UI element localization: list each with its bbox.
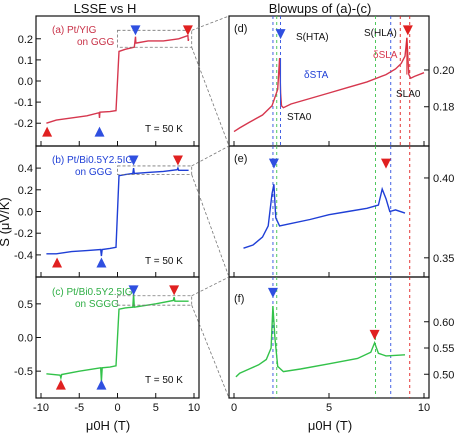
panel-d-red-marker	[402, 25, 413, 36]
panel-c-label-line1: (c) Pt/Bi0.5Y2.5IG	[52, 287, 133, 298]
panel-a-label-line1: (a) Pt/YIG	[52, 25, 97, 36]
panel-c-xtick-label-2: 0	[114, 402, 120, 414]
left-title: LSSE vs H	[74, 1, 137, 16]
panel-f-xtick-label-1: 5	[326, 402, 332, 414]
panel-b-zoom-box	[117, 165, 193, 176]
panel-c-xtick-label-0: -10	[33, 402, 49, 414]
panel-c-xtick-label-1: -5	[74, 402, 84, 414]
panel-b-ytick-label-2: 0.0	[18, 207, 33, 219]
plot-layer: -0.2 -0.1 0.0 0.1 0.2 -0.4 -0.2 0.0 0.2 0.4 -0.5 0.…	[14, 15, 454, 414]
panel-f-label: (f)	[234, 293, 244, 305]
panel-f-xtick-label-2: 10	[418, 402, 430, 414]
panel-f-blue-marker	[267, 287, 278, 298]
panel-c-blue-marker-0	[96, 379, 107, 390]
annotation-delta-s-la: δSLA	[373, 50, 398, 61]
panel-f-red-marker	[369, 329, 380, 340]
panel-b-zoom-connector-bottom	[191, 174, 230, 278]
panel-a-ytick-label-4: 0.2	[18, 34, 33, 46]
panel-b-ytick-label-0: -0.4	[14, 250, 33, 262]
annotation-s-hla: S(HLA)	[364, 28, 397, 39]
panel-a-zoom-connector-bottom	[191, 47, 230, 147]
x-axis-label-left: μ0H (T)	[86, 418, 130, 433]
panel-c-ytick-label-1: 0.0	[18, 333, 33, 345]
panel-b-temperature: T = 50 K	[145, 256, 183, 267]
panel-e-ytick-label-0: 0.35	[433, 253, 454, 265]
panel-c-temperature: T = 50 K	[145, 375, 183, 386]
panel-d-blue-marker	[275, 29, 286, 40]
panel-d-frame	[228, 15, 430, 147]
panel-d: (d)	[228, 15, 430, 147]
panel-c-zoom-box	[117, 295, 193, 306]
annotation-delta-s-ta: δSTA	[304, 70, 329, 81]
panel-f-frame	[228, 276, 430, 399]
panel-f-ytick-label-2: 0.60	[433, 317, 454, 329]
panel-d-label: (d)	[234, 23, 247, 35]
panel-a-zoom-box	[117, 29, 193, 48]
panel-f-series-0-line	[235, 305, 406, 378]
panel-b-ytick-label-4: 0.4	[18, 163, 33, 175]
panel-a-zoom-connector-top	[191, 15, 230, 31]
panel-d-ytick-label-0: 0.18	[433, 102, 454, 114]
panel-a-blue-marker-0	[94, 126, 105, 137]
panel-b-zoom-connector-top	[191, 145, 230, 167]
panel-b-red-marker-0	[52, 257, 63, 268]
panel-c-ytick-label-0: -0.5	[14, 366, 33, 378]
panel-f: (f)	[228, 276, 430, 399]
right-title: Blowups of (a)-(c)	[269, 1, 372, 16]
panel-c-red-marker-1	[169, 285, 180, 296]
panel-c-zoom-connector-top	[191, 276, 230, 297]
panel-a-red-marker-1	[182, 25, 193, 36]
y-axis-label: S (μV/K)	[0, 197, 12, 246]
panel-a-blue-marker-1	[130, 25, 141, 36]
panel-a-ytick-label-3: 0.1	[18, 55, 33, 67]
panel-b-ytick-label-3: 0.2	[18, 185, 33, 197]
panel-c-series-0-line	[46, 293, 189, 382]
panel-b-red-marker-1	[172, 155, 183, 166]
panel-e-blue-marker	[268, 158, 279, 169]
panel-c-ytick-label-2: 0.5	[18, 299, 33, 311]
panel-c-blue-marker-1	[128, 285, 139, 296]
panel-d-ytick-label-1: 0.20	[433, 65, 454, 77]
panel-f-ytick-label-1: 0.55	[433, 343, 454, 355]
panel-f-xtick-label-0: 0	[231, 402, 237, 414]
panel-b-label-line2: on GGG	[75, 167, 112, 178]
panel-f-ytick-label-0: 0.50	[433, 369, 454, 381]
panel-a-ytick-label-2: 0.0	[18, 76, 33, 88]
x-axis-label-right: μ0H (T)	[308, 418, 352, 433]
panel-b-blue-marker-0	[96, 257, 107, 268]
panel-b-blue-marker-1	[128, 155, 139, 166]
panel-d-annotations: S(HTA) δSTA STA0 S(HLA) δSLA SLA0	[287, 28, 421, 123]
panel-a-temperature: T = 50 K	[145, 124, 183, 135]
panel-b-ytick-label-1: -0.2	[14, 228, 33, 240]
annotation-s-ta0: STA0	[287, 112, 312, 123]
panel-a-label-line2: on GGG	[77, 37, 114, 48]
annotation-s-la0: SLA0	[396, 89, 421, 100]
panel-c-xtick-label-4: 10	[188, 402, 200, 414]
panel-b-series-0-line	[46, 166, 189, 257]
panel-a-ytick-label-1: -0.1	[14, 97, 33, 109]
panel-a-red-marker-0	[42, 126, 53, 137]
panel-e-ytick-label-1: 0.40	[433, 173, 454, 185]
panel-b-label-line1: (b) Pt/Bi0.5Y2.5IG	[52, 155, 133, 166]
panel-a-ytick-label-0: -0.2	[14, 118, 33, 130]
panel-c-label-line2: on SGGG	[75, 299, 119, 310]
panel-c-xtick-label-3: 5	[153, 402, 159, 414]
panel-c-red-marker-0	[55, 379, 66, 390]
annotation-s-hta: S(HTA)	[296, 32, 329, 43]
panel-a-series-0-line	[46, 34, 190, 124]
panel-e-label: (e)	[234, 153, 247, 165]
panel-e-series-0-line	[243, 184, 406, 249]
panel-e-red-marker	[381, 158, 391, 169]
panel-c-zoom-connector-bottom	[191, 305, 230, 399]
